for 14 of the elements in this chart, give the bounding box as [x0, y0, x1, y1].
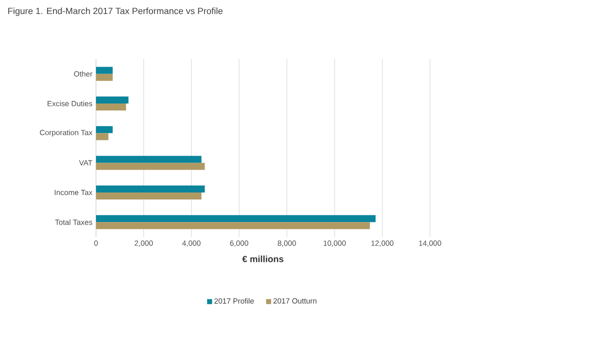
bar [96, 215, 376, 222]
bar [96, 222, 370, 230]
chart-title: Figure 1. End-March 2017 Tax Performance vs Profile [8, 8, 223, 16]
bar [96, 192, 202, 200]
bar [96, 156, 202, 163]
bar [96, 133, 108, 140]
bar [96, 162, 205, 170]
bar [96, 96, 128, 104]
bar [96, 126, 113, 134]
bar [96, 103, 126, 110]
bar [96, 66, 113, 74]
bar [96, 74, 113, 81]
x-axis-title: € millions [242, 256, 284, 262]
bar [96, 185, 205, 192]
